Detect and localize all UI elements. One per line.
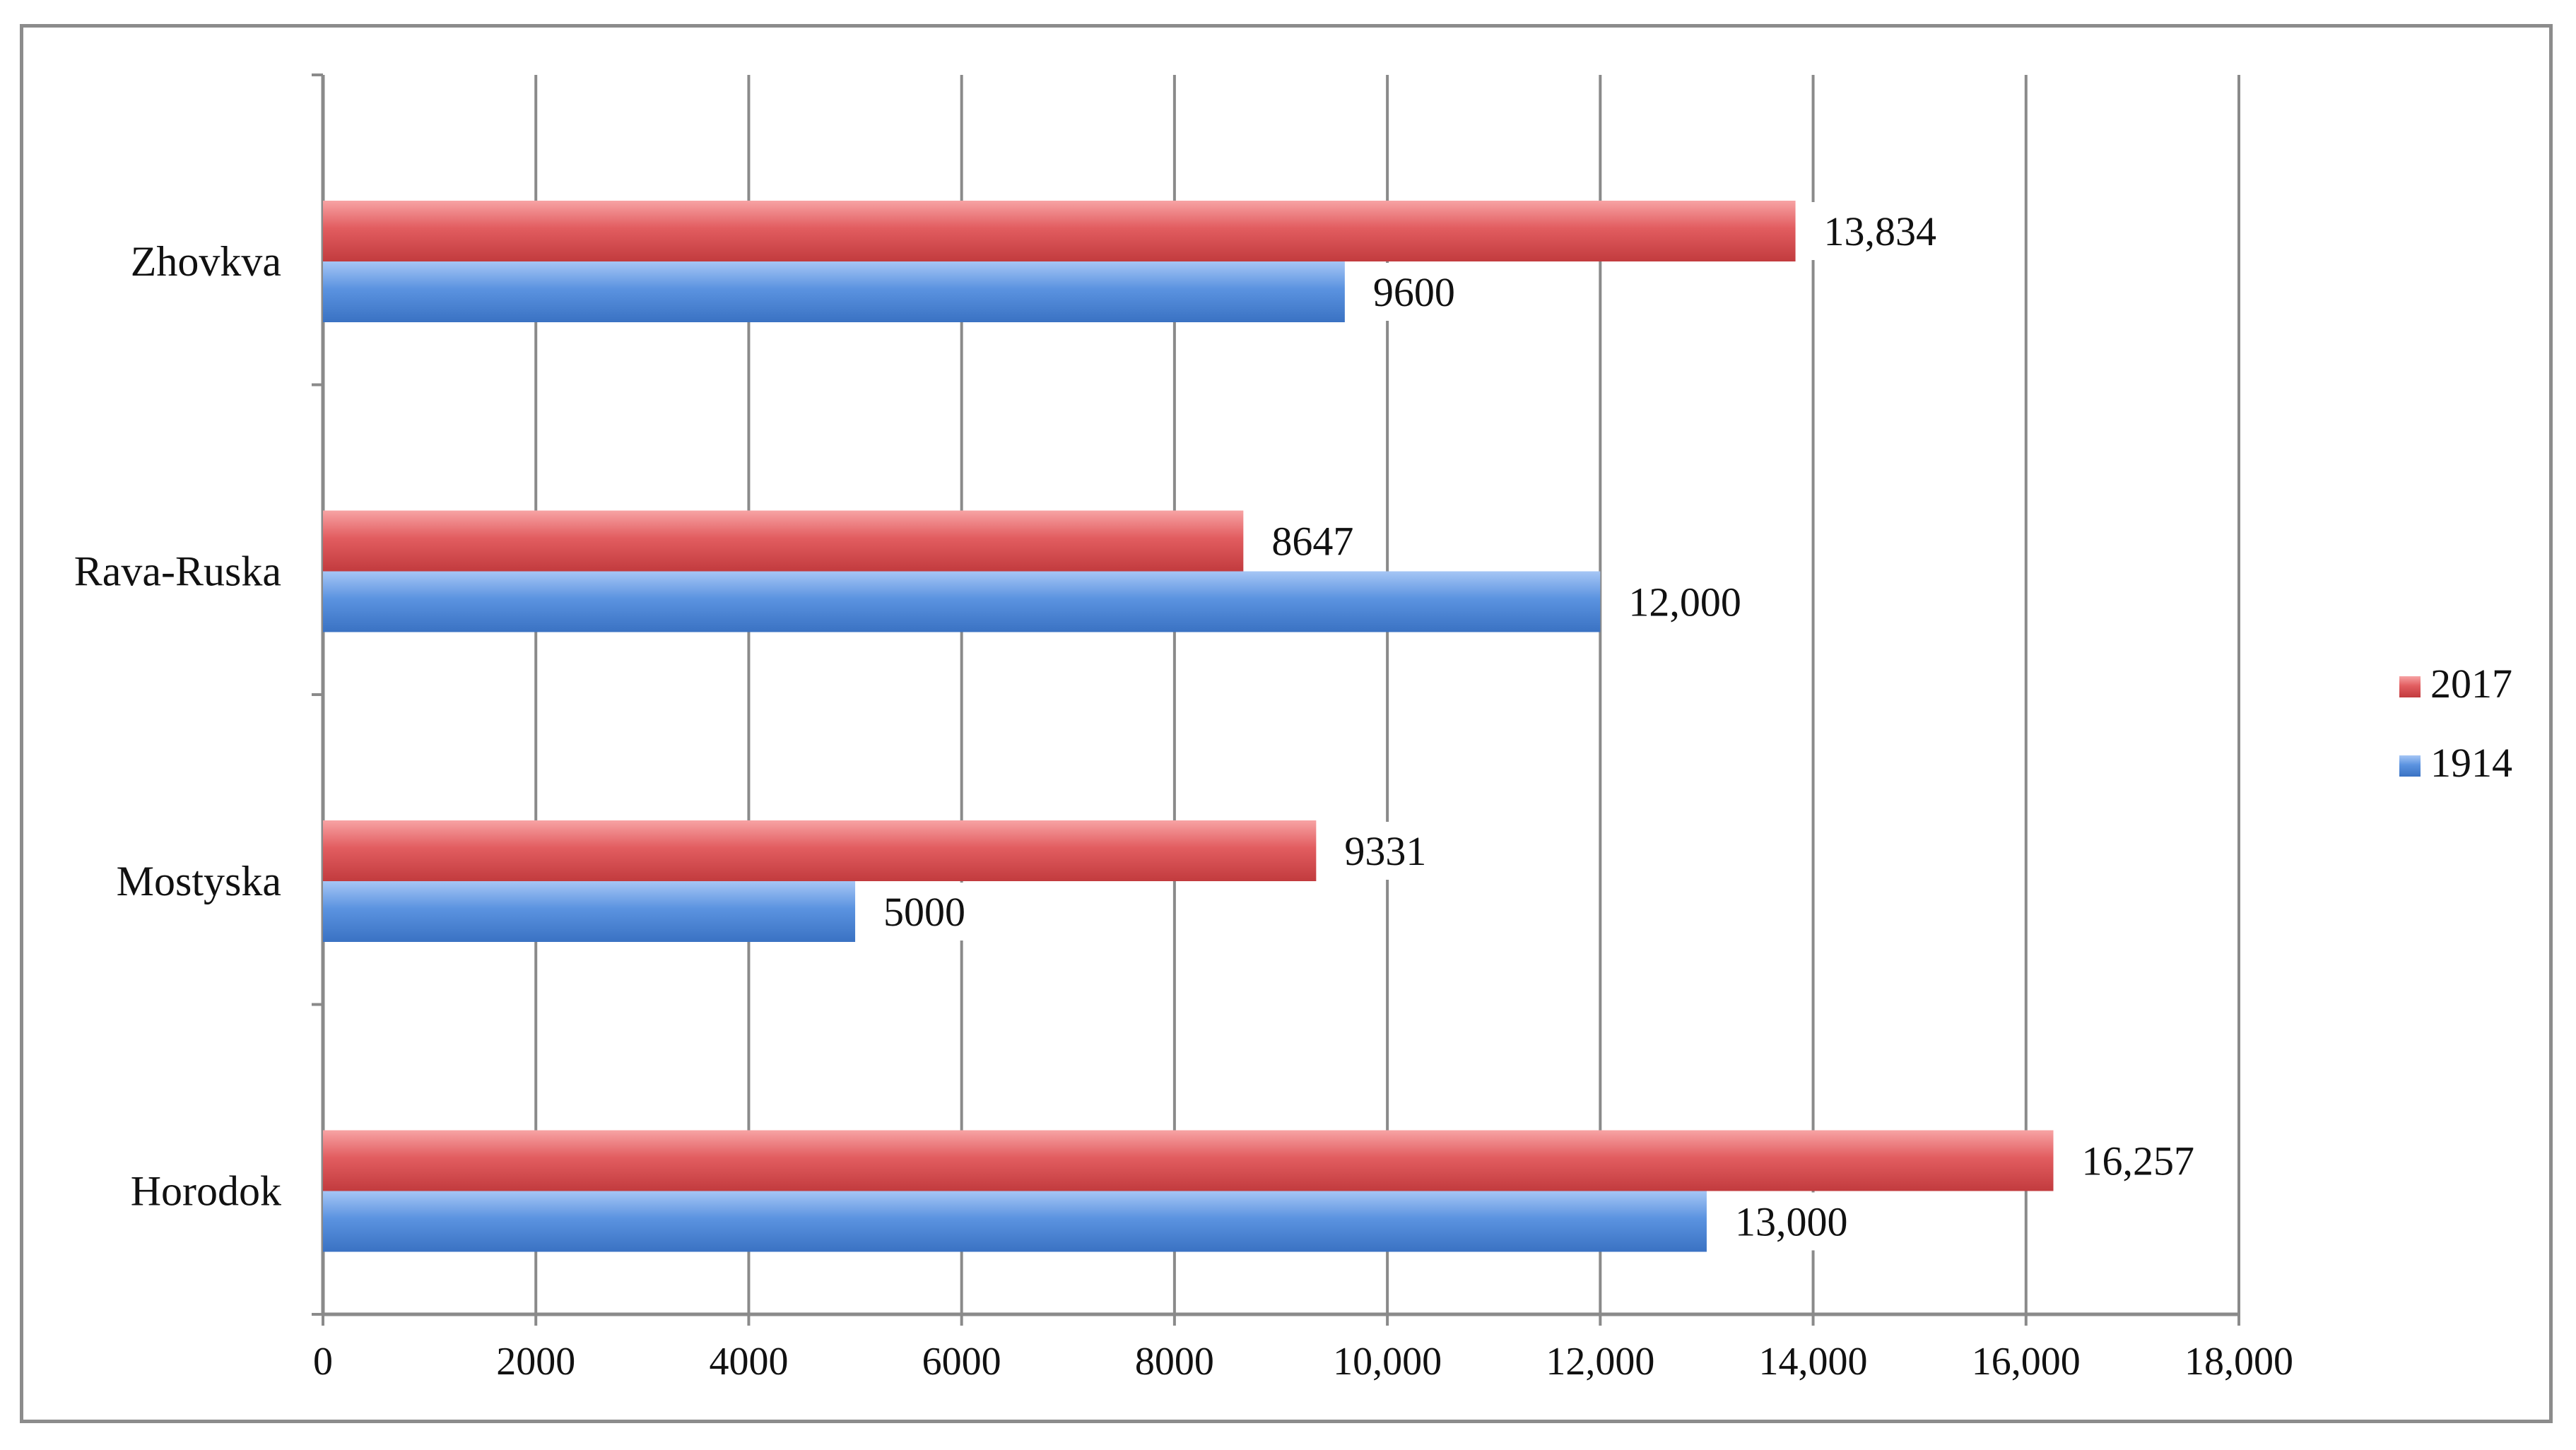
x-tick-label: 2000	[496, 1340, 575, 1384]
data-label: 9331	[1344, 828, 1426, 874]
x-tick-label: 10,000	[1333, 1340, 1442, 1384]
bar-1914-mostyska	[323, 881, 856, 942]
data-label-background	[1331, 822, 1445, 880]
data-label: 9600	[1373, 269, 1455, 315]
x-tick-label: 6000	[922, 1340, 1001, 1384]
data-label: 12,000	[1628, 579, 1741, 625]
data-label-background	[2069, 1131, 2226, 1190]
legend-label-2017: 2017	[2430, 661, 2512, 707]
data-labels: Zhovkva 13,834 9600 Rava-Ruska 8647 12,000 Mos…	[74, 202, 2226, 1251]
x-tick-label: 16,000	[1972, 1340, 2081, 1384]
data-label: 8647	[1271, 519, 1353, 565]
category-label: Horodok	[131, 1168, 281, 1215]
bar-2017-zhovkva	[323, 201, 1796, 261]
bar-1914-rava-ruska	[323, 571, 1601, 632]
legend-swatch-1914	[2399, 755, 2421, 777]
data-label: 5000	[883, 889, 965, 935]
category-label: Rava-Ruska	[74, 548, 281, 595]
data-label-background	[1616, 572, 1773, 631]
axes: 0 2000 4000 6000 8000 10,000 12,000 14,000 16,00…	[312, 73, 2293, 1384]
x-tick-label: 8000	[1135, 1340, 1214, 1384]
bar-1914-zhovkva	[323, 261, 1345, 322]
data-label: 13,834	[1824, 208, 1937, 254]
category-label: Mostyska	[117, 858, 281, 904]
x-tick-label: 12,000	[1546, 1340, 1654, 1384]
bar-2017-rava-ruska	[323, 510, 1244, 572]
legend-label-1914: 1914	[2430, 740, 2512, 786]
x-tick-label: 18,000	[2184, 1340, 2293, 1384]
bars	[323, 201, 2054, 1252]
data-label-background	[1811, 202, 1968, 260]
data-label-background	[1259, 512, 1372, 570]
x-tick-label: 14,000	[1759, 1340, 1868, 1384]
legend: 2017 1914	[2399, 661, 2512, 786]
x-tick-label: 0	[313, 1340, 333, 1384]
bar-2017-horodok	[323, 1130, 2054, 1191]
legend-swatch-2017	[2399, 676, 2421, 697]
data-label-background	[1722, 1192, 1879, 1251]
data-label-background	[1360, 263, 1474, 321]
category-label: Zhovkva	[131, 238, 281, 285]
bar-2017-mostyska	[323, 820, 1317, 881]
bar-1914-horodok	[323, 1191, 1707, 1252]
data-label: 16,257	[2081, 1138, 2194, 1184]
x-tick-label: 4000	[709, 1340, 788, 1384]
data-label: 13,000	[1735, 1199, 1848, 1245]
data-label-background	[871, 883, 984, 941]
